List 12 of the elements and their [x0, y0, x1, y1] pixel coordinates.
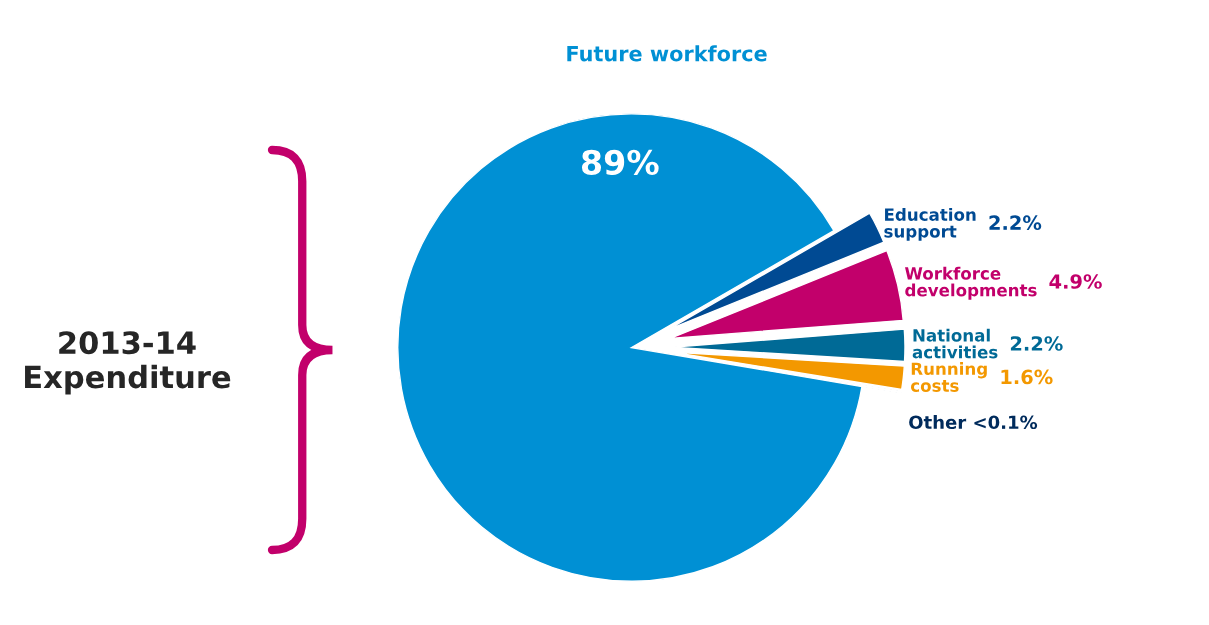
- slice-label: Other <0.1%: [909, 415, 1038, 430]
- slice-label: Workforce developments: [905, 266, 1037, 300]
- data-label: 2.2%: [989, 215, 1042, 231]
- text: 2013-14 Expenditure: [25, 331, 231, 395]
- data-label: 1.6%: [1001, 369, 1053, 385]
- data-label: 89%: [581, 149, 659, 175]
- slice-label: Future workforce: [567, 45, 767, 62]
- slice-label: Education support: [884, 207, 976, 241]
- slice-label: National activities: [912, 328, 998, 359]
- slice-label: Running costs: [910, 362, 987, 392]
- data-label: 4.9%: [1049, 274, 1102, 289]
- data-label: 2.2%: [1010, 336, 1063, 351]
